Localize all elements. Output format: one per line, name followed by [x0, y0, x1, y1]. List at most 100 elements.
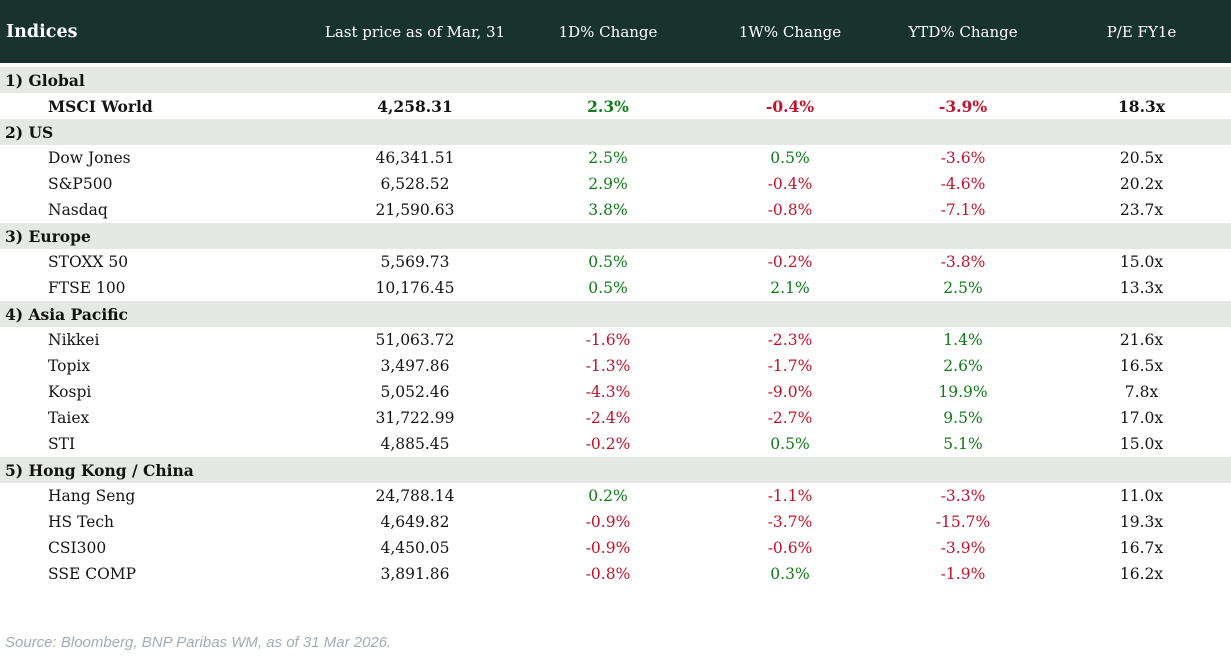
index-row: S&P500 6,528.52 2.9% -0.4% -4.6% 20.2x — [0, 171, 1231, 197]
change-1w-value: -0.4% — [765, 96, 815, 116]
change-1w-value: 0.5% — [770, 435, 810, 453]
section-label: 5) Hong Kong / China — [5, 460, 194, 480]
section-row: 4) Asia Pacific — [0, 301, 1231, 327]
pe-fy1e-value: 21.6x — [1119, 331, 1164, 349]
pe-fy1e-value: 17.0x — [1119, 409, 1164, 427]
index-row: CSI300 4,450.05 -0.9% -0.6% -3.9% 16.7x — [0, 535, 1231, 561]
change-ytd-value: 19.9% — [938, 383, 988, 401]
change-ytd-value: -3.9% — [938, 96, 988, 116]
last-price-value: 4,885.45 — [380, 435, 450, 453]
column-header-ytd-change: YTD% Change — [908, 22, 1018, 41]
last-price-value: 4,258.31 — [377, 96, 453, 116]
index-row: MSCI World 4,258.31 2.3% -0.4% -3.9% 18.3x — [0, 93, 1231, 119]
change-1w-value: -1.1% — [767, 487, 813, 505]
table-title: Indices — [6, 21, 78, 42]
change-1d-value: -1.3% — [585, 357, 631, 375]
pe-fy1e-value: 16.7x — [1119, 539, 1164, 557]
last-price-value: 24,788.14 — [375, 487, 455, 505]
change-ytd-value: -3.3% — [940, 487, 986, 505]
change-1w-value: -2.7% — [767, 409, 813, 427]
pe-fy1e-value: 18.3x — [1118, 96, 1165, 116]
change-1d-value: -0.9% — [585, 513, 631, 531]
change-1d-value: -0.8% — [585, 565, 631, 583]
index-name: STI — [48, 435, 76, 453]
source-note: Source: Bloomberg, BNP Paribas WM, as of… — [5, 634, 392, 651]
index-name: Dow Jones — [48, 149, 131, 167]
change-ytd-value: -3.8% — [940, 253, 986, 271]
index-row: STI 4,885.45 -0.2% 0.5% 5.1% 15.0x — [0, 431, 1231, 457]
change-1d-value: -0.9% — [585, 539, 631, 557]
change-1w-value: -0.8% — [767, 201, 813, 219]
change-ytd-value: 2.6% — [943, 357, 983, 375]
index-row: Taiex 31,722.99 -2.4% -2.7% 9.5% 17.0x — [0, 405, 1231, 431]
change-1d-value: -4.3% — [585, 383, 631, 401]
index-name: STOXX 50 — [48, 253, 129, 271]
last-price-value: 3,891.86 — [380, 565, 450, 583]
pe-fy1e-value: 23.7x — [1119, 201, 1164, 219]
pe-fy1e-value: 19.3x — [1119, 513, 1164, 531]
pe-fy1e-value: 15.0x — [1119, 253, 1164, 271]
change-1w-value: 0.5% — [770, 149, 810, 167]
change-ytd-value: 2.5% — [943, 279, 983, 297]
change-1w-value: -0.6% — [767, 539, 813, 557]
change-1d-value: 0.5% — [588, 279, 628, 297]
change-1d-value: 2.5% — [588, 149, 628, 167]
change-ytd-value: 5.1% — [943, 435, 983, 453]
last-price-value: 31,722.99 — [375, 409, 455, 427]
change-ytd-value: 1.4% — [943, 331, 983, 349]
section-row: 2) US — [0, 119, 1231, 145]
change-1w-value: -0.2% — [767, 253, 813, 271]
last-price-value: 5,569.73 — [380, 253, 450, 271]
index-name: Nikkei — [48, 331, 100, 349]
change-1d-value: 3.8% — [588, 201, 628, 219]
change-1d-value: 2.9% — [588, 175, 628, 193]
column-header-last-price: Last price as of Mar, 31 — [324, 22, 506, 41]
section-row: 5) Hong Kong / China — [0, 457, 1231, 483]
header-divider — [0, 63, 1231, 67]
change-ytd-value: -1.9% — [940, 565, 986, 583]
column-header-pe-fy1e: P/E FY1e — [1106, 22, 1177, 41]
last-price-value: 4,450.05 — [380, 539, 450, 557]
index-row: STOXX 50 5,569.73 0.5% -0.2% -3.8% 15.0x — [0, 249, 1231, 275]
section-label: 2) US — [5, 122, 54, 142]
change-1w-value: -2.3% — [767, 331, 813, 349]
index-row: Nasdaq 21,590.63 3.8% -0.8% -7.1% 23.7x — [0, 197, 1231, 223]
change-1w-value: 0.3% — [770, 565, 810, 583]
section-label: 1) Global — [5, 70, 85, 90]
index-row: Kospi 5,052.46 -4.3% -9.0% 19.9% 7.8x — [0, 379, 1231, 405]
index-row: HS Tech 4,649.82 -0.9% -3.7% -15.7% 19.3x — [0, 509, 1231, 535]
last-price-value: 3,497.86 — [380, 357, 450, 375]
change-1w-value: 2.1% — [770, 279, 810, 297]
change-ytd-value: -3.6% — [940, 149, 986, 167]
table-header-row: Indices Last price as of Mar, 31 1D% Cha… — [0, 0, 1231, 63]
index-row: Dow Jones 46,341.51 2.5% 0.5% -3.6% 20.5x — [0, 145, 1231, 171]
last-price-value: 10,176.45 — [375, 279, 455, 297]
pe-fy1e-value: 20.2x — [1119, 175, 1164, 193]
index-row: Topix 3,497.86 -1.3% -1.7% 2.6% 16.5x — [0, 353, 1231, 379]
column-header-1d-change: 1D% Change — [558, 22, 658, 41]
index-name: FTSE 100 — [48, 279, 126, 297]
pe-fy1e-value: 15.0x — [1119, 435, 1164, 453]
index-name: S&P500 — [48, 175, 113, 193]
last-price-value: 6,528.52 — [380, 175, 450, 193]
change-1w-value: -9.0% — [767, 383, 813, 401]
index-name: Hang Seng — [48, 487, 136, 505]
change-1d-value: -2.4% — [585, 409, 631, 427]
change-ytd-value: -15.7% — [935, 513, 991, 531]
pe-fy1e-value: 16.2x — [1119, 565, 1164, 583]
change-1d-value: 2.3% — [587, 96, 629, 116]
last-price-value: 21,590.63 — [375, 201, 455, 219]
change-ytd-value: -7.1% — [940, 201, 986, 219]
index-name: Taiex — [48, 409, 90, 427]
index-row: FTSE 100 10,176.45 0.5% 2.1% 2.5% 13.3x — [0, 275, 1231, 301]
last-price-value: 46,341.51 — [375, 149, 455, 167]
change-1d-value: 0.5% — [588, 253, 628, 271]
section-row: 3) Europe — [0, 223, 1231, 249]
change-1w-value: -1.7% — [767, 357, 813, 375]
last-price-value: 4,649.82 — [380, 513, 450, 531]
change-1d-value: -1.6% — [585, 331, 631, 349]
section-label: 4) Asia Pacific — [5, 304, 128, 324]
change-1d-value: 0.2% — [588, 487, 628, 505]
change-ytd-value: -4.6% — [940, 175, 986, 193]
